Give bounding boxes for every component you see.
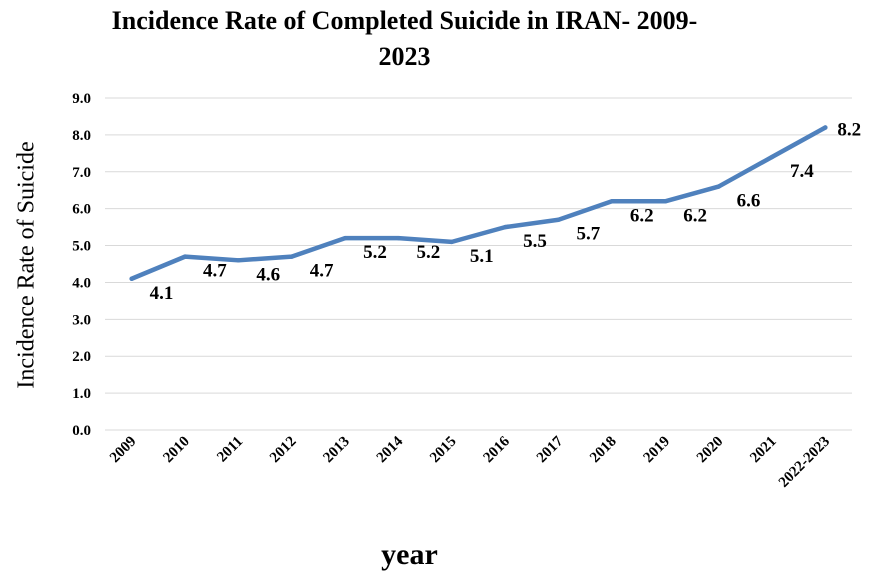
data-label: 4.1 [150,283,174,304]
y-tick-label: 7.0 [72,165,91,181]
data-label: 4.6 [256,264,280,285]
data-point [236,258,241,263]
x-tick-label: 2018 [587,434,620,467]
x-tick-label: 2020 [694,434,727,467]
data-label: 5.7 [577,224,601,245]
data-label: 4.7 [203,261,227,282]
series-line [129,125,828,282]
data-point [663,199,668,204]
data-label: 5.5 [523,231,547,252]
data-label: 7.4 [790,161,814,182]
data-point [502,224,508,230]
data-label: 5.2 [416,242,440,263]
y-tick-label: 9.0 [72,91,91,107]
y-tick-label: 5.0 [72,239,91,255]
data-point [823,125,828,130]
chart-title-line-1: Incidence Rate of Completed Suicide in I… [111,6,698,35]
chart-title-line-2: 2023 [378,42,431,71]
x-tick-label: 2016 [480,433,513,466]
x-tick-label: 2010 [160,434,193,467]
data-point [129,276,134,281]
x-tick-label: 2011 [214,434,246,466]
data-label: 5.1 [470,246,494,267]
data-label: 4.7 [310,261,334,282]
x-tick-label: 2009 [107,434,140,467]
x-tick-label: 2014 [374,433,407,466]
data-point [609,199,615,204]
data-point [289,254,294,259]
data-point [769,154,775,160]
data-point [396,235,401,241]
data-label: 6.2 [630,205,654,226]
y-tick-label: 6.0 [72,202,91,218]
data-point [342,235,348,241]
data-point [556,217,561,222]
x-tick-label: 2012 [267,434,300,467]
y-tick-label: 2.0 [72,349,91,365]
x-axis-label: year [381,538,438,571]
y-tick-label: 4.0 [72,275,91,291]
data-point [182,254,188,259]
y-tick-label: 8.0 [72,128,91,144]
x-tick-label: 2015 [427,434,460,467]
data-label: 6.6 [737,191,761,212]
x-tick-label: 2022-2023 [776,434,833,491]
x-tick-label: 2013 [320,434,353,467]
data-point [716,184,721,189]
x-tick-label: 2019 [641,434,674,467]
data-label: 5.2 [363,242,387,263]
y-tick-label: 0.0 [72,423,91,439]
data-point [449,239,455,245]
data-label: 6.2 [683,205,707,226]
data-label: 8.2 [837,120,861,141]
x-tick-label: 2017 [534,433,567,466]
x-tick-label: 2021 [747,434,780,467]
y-tick-label: 1.0 [72,386,91,402]
y-tick-label: 3.0 [72,312,91,328]
